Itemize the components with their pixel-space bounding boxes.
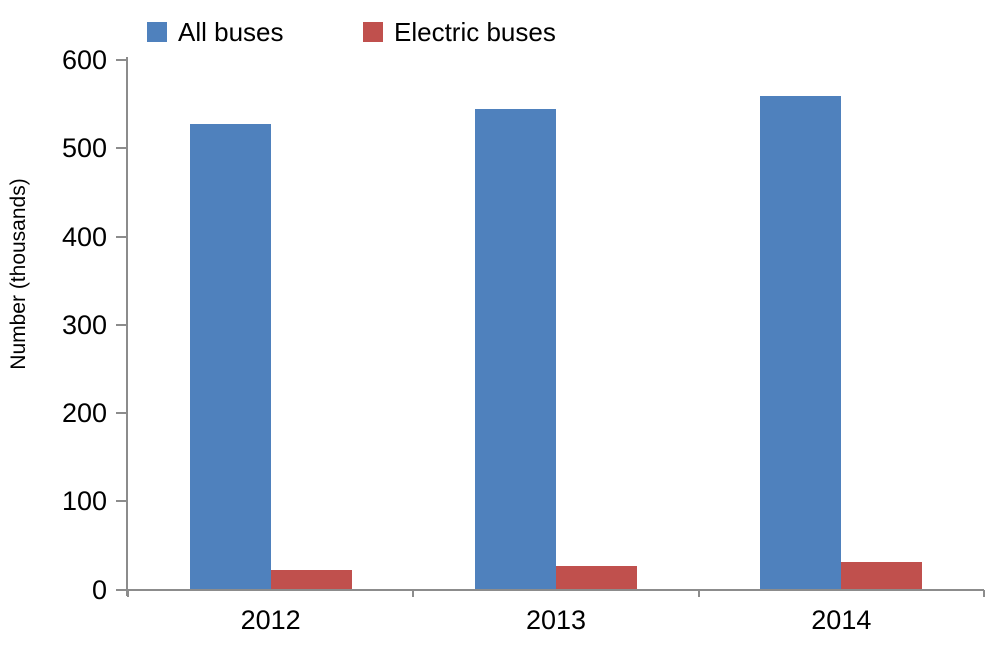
- legend-swatch-all-buses: [147, 22, 167, 42]
- legend-swatch-electric-buses: [363, 22, 383, 42]
- y-axis-tick: [116, 59, 126, 61]
- y-axis-tick: [116, 147, 126, 150]
- legend-label-electric-buses: Electric buses: [394, 16, 556, 47]
- y-tick-label: 100: [61, 486, 107, 517]
- x-category-label: 2012: [240, 605, 301, 635]
- y-axis-tick: [116, 323, 126, 326]
- x-axis-tick: [412, 589, 415, 597]
- bar-electric-buses-2014: [841, 562, 923, 590]
- y-tick-label: 0: [91, 574, 107, 605]
- legend-item-all-buses: All buses: [147, 12, 284, 52]
- x-category-label: 2014: [811, 605, 872, 635]
- y-axis-tick: [116, 235, 126, 238]
- y-axis-tick: [116, 588, 126, 591]
- y-tick-label: 500: [61, 133, 107, 164]
- y-axis-tick: [116, 500, 126, 503]
- bar-all-buses-2013: [475, 109, 556, 590]
- x-axis-tick: [697, 589, 700, 597]
- x-axis-line: [126, 588, 984, 591]
- y-tick-label: 300: [61, 309, 107, 340]
- x-axis-tick: [983, 589, 985, 597]
- y-tick-label: 400: [61, 221, 107, 252]
- bar-all-buses-2012: [189, 123, 271, 590]
- legend-item-electric-buses: Electric buses: [363, 12, 556, 52]
- bar-electric-buses-2013: [556, 565, 637, 590]
- y-axis-tick: [116, 412, 126, 414]
- y-axis-line: [126, 57, 128, 596]
- x-axis-tick: [127, 589, 129, 597]
- legend-label-all-buses: All buses: [178, 16, 284, 47]
- x-category-label: 2013: [525, 605, 587, 635]
- y-tick-label: 600: [61, 45, 107, 75]
- y-tick-label: 200: [61, 398, 107, 428]
- bar-all-buses-2014: [760, 96, 842, 590]
- bar-electric-buses-2012: [270, 570, 352, 590]
